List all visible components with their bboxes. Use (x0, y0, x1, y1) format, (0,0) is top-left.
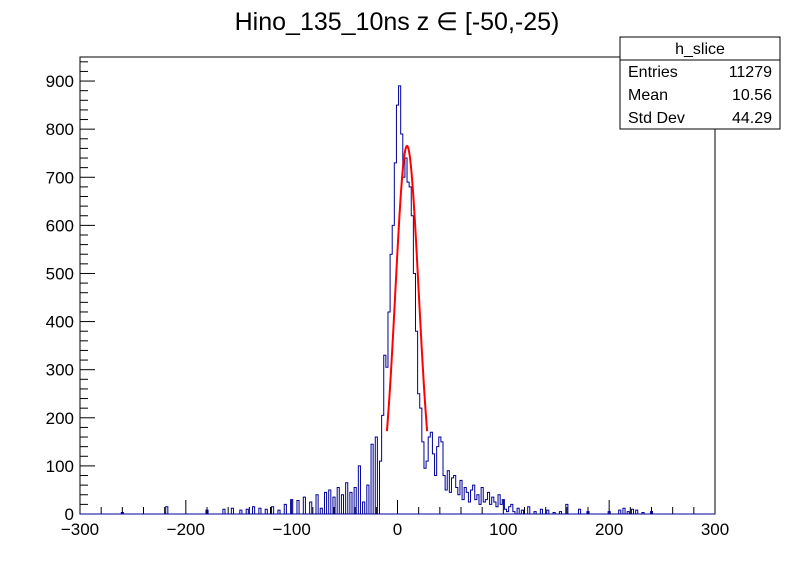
histogram-bin (386, 367, 388, 514)
stats-box-title: h_slice (675, 41, 725, 58)
y-tick-label: 400 (46, 313, 74, 332)
histogram-bin (449, 492, 451, 514)
histogram-bin (426, 461, 428, 514)
y-axis: 0 100 200 300 400 500 600 700 800 900 (46, 61, 95, 524)
y-tick-label: 300 (46, 361, 74, 380)
histogram-bin (483, 502, 485, 514)
y-tick-label: 500 (46, 264, 74, 283)
stats-row-value: 11279 (729, 64, 772, 81)
x-tick-label: 100 (489, 520, 517, 539)
histogram-bin (407, 182, 409, 514)
histogram-layer (80, 85, 715, 515)
histogram-bin (403, 177, 405, 514)
histogram-bin (399, 86, 401, 514)
y-tick-label: 900 (46, 72, 74, 91)
histogram-bin (392, 225, 394, 514)
histogram-bin (405, 158, 407, 514)
histogram-bin (458, 495, 460, 514)
histogram-bin (475, 500, 477, 514)
histogram-bin (500, 504, 502, 514)
y-tick-label: 700 (46, 168, 74, 187)
stats-box: h_slice Entries 11279 Mean 10.56 Std Dev 44.29 (619, 36, 781, 130)
y-tick-label: 0 (65, 505, 74, 524)
y-tick-label: 200 (46, 409, 74, 428)
stats-row-value: 10.56 (732, 87, 772, 104)
x-tick-label: 200 (595, 520, 623, 539)
x-tick-label: −200 (167, 520, 205, 539)
histogram-outline (100, 85, 664, 515)
stats-row-label: Mean (628, 87, 668, 104)
x-tick-label: 300 (701, 520, 729, 539)
stats-row-label: Std Dev (628, 110, 685, 127)
histogram-bin (435, 476, 437, 514)
histogram-bin (396, 105, 398, 514)
histogram-bin (439, 437, 441, 514)
stats-box-frame (619, 36, 781, 130)
y-tick-label: 800 (46, 120, 74, 139)
x-tick-label: −100 (273, 520, 311, 539)
histogram-bin (418, 394, 420, 514)
stats-row-value: 44.29 (732, 110, 772, 127)
histogram-bin (490, 504, 492, 514)
histogram-bin (424, 468, 426, 514)
x-tick-label: 0 (393, 520, 402, 539)
histogram-bin (409, 187, 411, 514)
stats-row-label: Entries (628, 64, 678, 81)
histogram-bin (462, 500, 464, 514)
histogram-bin (445, 490, 447, 514)
y-tick-label: 100 (46, 457, 74, 476)
gaussian-fit-curve (385, 144, 429, 432)
histogram-bin (496, 507, 498, 514)
histogram-bin (468, 502, 470, 514)
y-tick-label: 600 (46, 216, 74, 235)
chart-title: Hino_135_10ns z ∈ [-50,-25) (235, 8, 560, 36)
x-tick-label: −300 (61, 520, 99, 539)
fit-layer (385, 144, 429, 432)
histogram-bin (479, 504, 481, 514)
x-axis: −300 −200 −100 0 100 200 300 (61, 500, 729, 539)
